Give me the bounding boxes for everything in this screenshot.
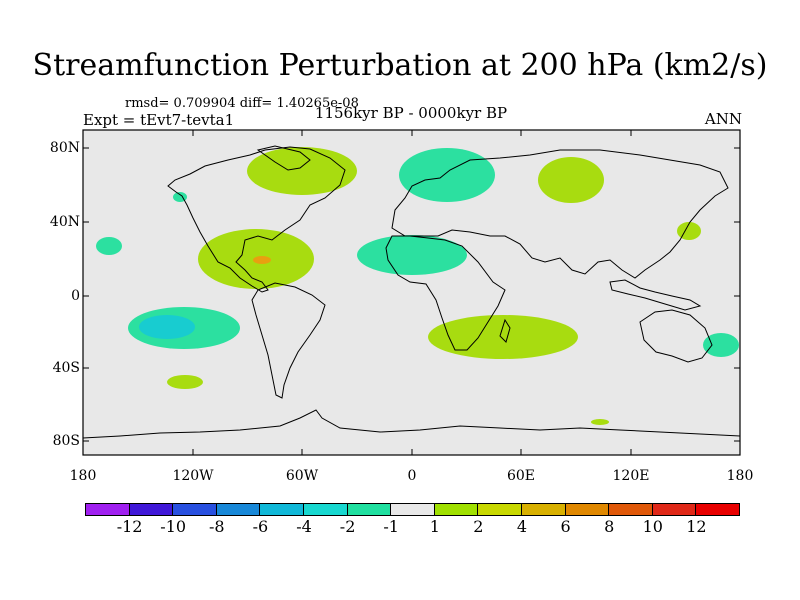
lat-label: 40S xyxy=(52,360,80,376)
contour-positive-small-cuba xyxy=(253,256,271,264)
colorbar-label: 4 xyxy=(516,517,528,536)
contour-negative-north-atlantic xyxy=(399,148,495,202)
colorbar-label: 12 xyxy=(686,517,707,536)
lon-label: 120W xyxy=(172,468,214,484)
contour-positive-antarctic-small xyxy=(591,419,609,425)
colorbar-swatch xyxy=(390,503,435,516)
colorbar-label: -10 xyxy=(160,517,187,536)
coast-africa xyxy=(385,235,506,351)
colorbar-label: 1 xyxy=(429,517,440,536)
colorbar-swatch xyxy=(128,503,174,516)
coast-southeast-asia xyxy=(609,279,702,311)
contour-negative-australia-se xyxy=(703,333,739,357)
contour-positive-south-pacific-small xyxy=(167,375,203,389)
colorbar-swatch xyxy=(564,503,610,516)
colorbar-swatch xyxy=(433,503,479,516)
season-label: ANN xyxy=(704,110,742,128)
colorbar-label: 6 xyxy=(560,517,571,536)
colorbar-swatch xyxy=(608,503,653,516)
lon-label: 180 xyxy=(69,468,97,484)
coastlines xyxy=(82,145,741,439)
colorbar-label: -12 xyxy=(116,517,143,536)
colorbar-label: 8 xyxy=(604,517,615,536)
lat-label: 80S xyxy=(52,433,80,449)
lon-label: 120E xyxy=(612,468,650,484)
rmsd-diff-stats: rmsd= 0.709904 diff= 1.40265e-08 xyxy=(125,96,359,111)
coast-australia xyxy=(639,309,713,363)
coast-north-america xyxy=(167,146,346,293)
contour-negative-south-pacific-core xyxy=(139,315,195,339)
time-period-label: 1156kyr BP - 0000kyr BP xyxy=(314,104,508,122)
colorbar-swatch xyxy=(477,503,522,516)
lon-label: 60W xyxy=(285,468,319,484)
lon-label: 0 xyxy=(407,468,417,484)
lon-label: 180 xyxy=(726,468,754,484)
axis-ticks xyxy=(83,130,740,455)
lat-label: 0 xyxy=(71,288,80,304)
colorbar-label: 2 xyxy=(473,517,484,536)
lat-label: 80N xyxy=(49,140,80,156)
colorbar-label: -1 xyxy=(383,517,399,536)
colorbar-label: 10 xyxy=(642,517,663,536)
colorbar-swatch xyxy=(695,503,740,516)
coast-madagascar xyxy=(499,318,511,343)
lon-label: 60E xyxy=(506,468,536,484)
colorbar-label: -6 xyxy=(252,517,269,536)
coast-eurasia xyxy=(391,149,729,279)
contour-positive-south-africa xyxy=(428,315,578,359)
plot-title: Streamfunction Perturbation at 200 hPa (… xyxy=(32,48,768,83)
contour-positive-north-america xyxy=(247,147,357,195)
contour-negative-pacific-small xyxy=(96,237,122,255)
lat-label: 40N xyxy=(49,214,80,230)
contour-negative-north-africa xyxy=(357,235,467,275)
coast-greenland xyxy=(256,145,311,171)
colorbar-swatch xyxy=(259,503,304,516)
colorbar-label: -2 xyxy=(339,517,356,536)
experiment-label: Expt = tEvt7-tevta1 xyxy=(83,111,235,129)
colorbar-swatch xyxy=(302,503,348,516)
colorbar-label: -8 xyxy=(209,517,225,536)
colorbar-label: -4 xyxy=(296,517,312,536)
colorbar xyxy=(85,503,740,516)
colorbar-swatch xyxy=(85,503,130,516)
colorbar-swatch xyxy=(651,503,697,516)
coast-antarctica xyxy=(82,409,741,439)
contour-regions xyxy=(96,147,739,425)
colorbar-swatch xyxy=(172,503,217,516)
colorbar-swatch xyxy=(520,503,566,516)
coast-south-america xyxy=(251,282,326,399)
contour-positive-siberia xyxy=(538,157,604,203)
colorbar-swatch xyxy=(346,503,392,516)
colorbar-swatch xyxy=(215,503,261,516)
